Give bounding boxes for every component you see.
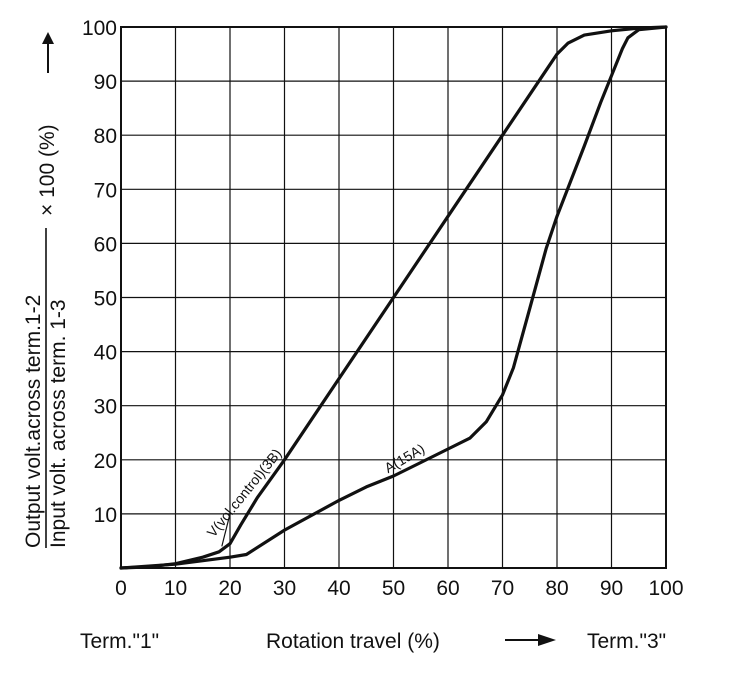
y-axis-label: Output volt.across term.1-2 Input volt. … — [22, 32, 70, 548]
y-tick-label: 100 — [82, 17, 117, 40]
x-left-terminal-label: Term."1" — [80, 630, 159, 653]
x-tick-label: 50 — [382, 577, 405, 600]
x-tick-label: 10 — [164, 577, 187, 600]
x-tick-label: 0 — [115, 577, 127, 600]
series-line-a-15a — [119, 25, 668, 570]
y-axis-label-denominator: Input volt. across term. 1-3 — [47, 299, 70, 548]
x-right-terminal-label: Term."3" — [587, 630, 666, 653]
y-axis-arrow-icon — [42, 32, 54, 44]
plot-frame — [120, 26, 667, 569]
x-tick-label: 20 — [218, 577, 241, 600]
y-tick-label: 60 — [94, 233, 117, 256]
x-tick-label: 80 — [545, 577, 568, 600]
y-tick-label: 10 — [94, 504, 117, 527]
x-tick-label: 90 — [600, 577, 623, 600]
x-axis-arrow-icon — [538, 634, 556, 646]
y-tick-label: 20 — [94, 450, 117, 473]
y-tick-label: 90 — [94, 71, 117, 94]
tick-labels: 0 10 20 30 40 50 60 70 80 90 100 10 20 30 40 50 60 70 80 90… — [82, 17, 684, 600]
v-label-leader — [221, 513, 231, 547]
series-line-v-vol-control — [119, 25, 668, 570]
y-tick-label: 70 — [94, 179, 117, 202]
x-tick-label: 40 — [327, 577, 350, 600]
y-tick-label: 80 — [94, 125, 117, 148]
y-axis-label-numerator: Output volt.across term.1-2 — [22, 295, 45, 548]
x-tick-label: 100 — [648, 577, 683, 600]
y-tick-label: 50 — [94, 288, 117, 311]
y-tick-label: 40 — [94, 342, 117, 365]
x-tick-label: 70 — [491, 577, 514, 600]
x-tick-label: 30 — [273, 577, 296, 600]
y-tick-label: 30 — [94, 396, 117, 419]
y-axis-label-suffix: × 100 (%) — [36, 124, 59, 216]
x-tick-label: 60 — [436, 577, 459, 600]
x-axis-label: Rotation travel (%) — [266, 630, 440, 653]
